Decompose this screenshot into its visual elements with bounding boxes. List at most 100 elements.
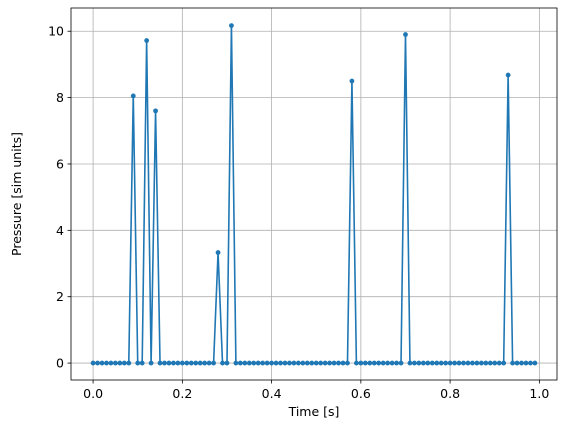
data-point — [184, 360, 190, 366]
data-point — [135, 360, 141, 366]
data-point — [162, 360, 167, 366]
data-point — [233, 360, 239, 366]
x-axis-ticks: 0.0 0.2 0.4 0.6 0.8 1.0 — [83, 380, 549, 401]
data-point — [416, 360, 422, 366]
data-point — [523, 360, 529, 366]
data-point — [144, 38, 150, 43]
data-point — [514, 360, 520, 366]
data-point — [510, 360, 515, 366]
data-point — [389, 360, 395, 366]
data-point — [188, 360, 194, 366]
plot-frame — [70, 7, 558, 381]
data-point — [487, 360, 493, 366]
data-point — [260, 360, 266, 366]
data-point — [456, 360, 462, 366]
data-point — [237, 360, 243, 366]
data-point — [470, 360, 475, 366]
data-point — [287, 360, 292, 366]
series-line — [93, 24, 535, 364]
data-series — [90, 23, 538, 366]
data-point — [251, 360, 257, 366]
x-tick-label: 0.4 — [262, 386, 282, 401]
x-axis-label: Time [s] — [288, 404, 340, 419]
data-point — [197, 360, 203, 366]
y-tick-label: 2 — [56, 289, 64, 304]
data-point — [171, 360, 176, 366]
data-point — [420, 360, 426, 366]
data-point — [412, 360, 417, 366]
data-point — [220, 360, 225, 366]
data-point — [380, 360, 386, 366]
data-point — [278, 360, 283, 366]
x-tick-label: 0.2 — [172, 386, 192, 401]
data-point — [532, 360, 538, 366]
data-point — [269, 360, 274, 366]
data-point — [130, 93, 136, 99]
data-point — [496, 360, 502, 366]
data-point — [492, 360, 498, 366]
data-point — [322, 360, 328, 366]
data-point — [519, 360, 524, 366]
data-point — [108, 360, 114, 366]
data-point — [148, 360, 154, 366]
data-point — [345, 360, 350, 366]
data-point — [282, 360, 288, 366]
data-point — [295, 360, 301, 366]
data-point — [255, 360, 261, 366]
data-point — [211, 360, 216, 366]
data-point — [175, 360, 181, 366]
data-point — [336, 360, 341, 366]
data-point — [474, 360, 480, 366]
data-point — [452, 360, 457, 366]
data-point — [291, 360, 297, 366]
data-point — [206, 360, 212, 366]
data-point — [121, 360, 127, 366]
data-point — [113, 360, 118, 366]
data-point — [153, 108, 158, 114]
data-point — [215, 250, 221, 255]
y-tick-label: 10 — [48, 24, 64, 39]
data-point — [246, 360, 252, 366]
data-point — [505, 72, 511, 78]
data-point — [358, 360, 364, 366]
data-point — [304, 360, 310, 366]
data-point — [202, 360, 208, 366]
x-tick-label: 0.0 — [83, 386, 103, 401]
data-point — [398, 360, 404, 366]
data-point — [95, 360, 100, 366]
data-point — [331, 360, 337, 366]
data-point — [193, 360, 199, 366]
data-point — [318, 360, 324, 366]
x-tick-label: 0.6 — [351, 386, 371, 401]
y-tick-label: 4 — [56, 223, 64, 238]
y-tick-label: 6 — [56, 156, 64, 171]
data-point — [327, 360, 333, 366]
data-point — [371, 360, 377, 366]
data-point — [447, 360, 453, 366]
data-point — [90, 360, 96, 366]
data-point — [385, 360, 391, 366]
data-point — [367, 360, 373, 366]
data-point — [465, 360, 471, 366]
data-point — [443, 360, 449, 366]
data-point — [264, 360, 270, 366]
data-point — [483, 360, 489, 366]
data-point — [179, 360, 185, 366]
data-point — [438, 360, 444, 366]
data-point — [354, 360, 359, 366]
data-point — [501, 360, 507, 366]
data-point — [157, 360, 163, 366]
data-point — [376, 360, 382, 366]
y-tick-label: 8 — [56, 90, 64, 105]
x-tick-label: 0.8 — [440, 386, 460, 401]
data-point — [394, 360, 399, 366]
data-point — [126, 360, 132, 366]
data-point — [104, 360, 109, 366]
x-tick-label: 1.0 — [529, 386, 549, 401]
data-point — [313, 360, 319, 366]
data-point — [309, 360, 315, 366]
data-point — [349, 78, 355, 84]
y-axis-ticks: 0 2 4 6 8 10 — [48, 24, 71, 371]
data-point — [224, 360, 230, 366]
